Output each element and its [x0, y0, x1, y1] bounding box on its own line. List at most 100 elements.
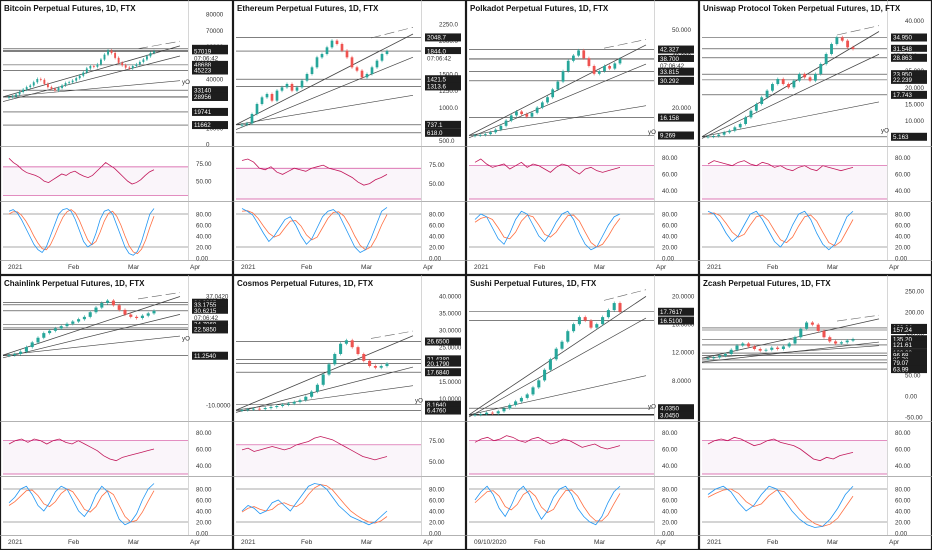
candle-body — [494, 129, 498, 133]
stoch-tick-label: 0.00 — [895, 256, 908, 263]
rsi-tick-label: 40.00 — [196, 463, 212, 470]
candle-body — [793, 337, 797, 344]
price-level-badge — [658, 404, 694, 413]
price-level-badge — [891, 325, 927, 334]
candle-body — [741, 343, 745, 346]
time-tick-label: Mar — [594, 539, 606, 546]
stoch-tick-label: 20.00 — [196, 520, 212, 527]
price-tick-label: 20.000 — [905, 85, 924, 92]
price-level-label: 9.269 — [660, 133, 676, 140]
price-level-label: 1844.0 — [427, 48, 446, 55]
candle-body — [738, 124, 742, 128]
candle-body — [540, 102, 544, 108]
price-tick-label: 20.000 — [672, 105, 691, 112]
time-tick-label: Apr — [190, 264, 201, 271]
projection-line — [603, 39, 647, 49]
candle-body — [845, 340, 849, 343]
time-tick-label: Apr — [423, 539, 434, 546]
trend-line — [235, 335, 414, 411]
y0-marker: yO — [415, 398, 423, 405]
price-level-label: 22.239 — [893, 77, 912, 84]
price-level-label: 1313.6 — [427, 84, 446, 91]
price-level-badge — [891, 70, 927, 79]
candle-body — [53, 328, 57, 331]
projection-line — [370, 27, 414, 39]
panel-border — [232, 0, 467, 276]
chart-title: Zcash Perpetual Futures, 1D, FTX — [703, 279, 831, 288]
trend-line — [468, 317, 647, 418]
candle-body — [65, 323, 69, 327]
candle-body — [327, 364, 331, 375]
stoch-tick-label: 20.00 — [895, 520, 911, 527]
price-level-badge — [425, 82, 461, 91]
stoch-tick-label: 0.00 — [429, 256, 442, 263]
rsi-band — [469, 165, 654, 199]
price-level-badge — [192, 107, 228, 116]
trend-line — [468, 375, 647, 416]
price-tick-label: 25.0000 — [439, 345, 462, 352]
projection-line — [836, 25, 880, 36]
price-level-label: 38.700 — [660, 56, 679, 63]
candle-body — [61, 85, 63, 88]
stoch-k-line — [8, 483, 155, 526]
projection-line — [370, 330, 414, 339]
candle-body — [525, 114, 529, 117]
candle-body — [42, 333, 46, 338]
rsi-tick-label: 80.00 — [662, 155, 678, 162]
candle-body — [830, 44, 833, 54]
candle-body — [824, 54, 828, 64]
price-level-label: 31.548 — [893, 46, 912, 53]
stoch-d-line — [8, 209, 155, 255]
time-tick-label: Feb — [301, 264, 313, 271]
candle-body — [7, 355, 11, 356]
stoch-d-line — [474, 489, 621, 522]
price-level-label: 07:06:42 — [660, 63, 685, 70]
price-tick-label: 15.000 — [905, 102, 924, 109]
candle-body — [32, 82, 35, 86]
candle-body — [88, 312, 92, 317]
stoch-k-line — [241, 207, 388, 253]
price-level-badge — [192, 325, 228, 334]
candle-body — [504, 120, 508, 126]
stoch-tick-label: 60.00 — [429, 498, 445, 505]
time-tick-label: Feb — [767, 264, 779, 271]
price-tick-label: 1000.0 — [439, 105, 458, 112]
price-level-badge — [891, 335, 927, 344]
time-tick-label: Mar — [827, 539, 839, 546]
price-level-badge — [425, 400, 461, 409]
stoch-tick-label: 40.00 — [429, 509, 445, 516]
candle-body — [613, 63, 617, 69]
candle-body — [525, 394, 529, 398]
time-tick-label: 2021 — [241, 539, 256, 546]
trend-line — [2, 80, 181, 98]
candle-body — [813, 74, 817, 81]
candle-body — [595, 324, 599, 328]
stoch-k-line — [707, 210, 854, 251]
candle-body — [360, 70, 364, 78]
price-tick-label: 40000 — [206, 77, 224, 84]
price-level-label: 28956 — [194, 94, 212, 101]
rsi-tick-label: 40.00 — [895, 463, 911, 470]
candle-body — [839, 342, 843, 344]
price-level-label: 30.6215 — [194, 308, 217, 315]
projection-line — [836, 314, 880, 322]
projection-line — [137, 292, 181, 300]
candle-body — [30, 342, 34, 348]
candle-body — [89, 66, 92, 69]
rsi-tick-label: 75.00 — [429, 162, 445, 169]
candle-body — [618, 303, 622, 312]
price-tick-label: 50.00 — [905, 372, 921, 379]
time-tick-label: Mar — [361, 264, 373, 271]
candle-body — [286, 403, 290, 405]
price-level-badge — [658, 76, 694, 85]
stoch-tick-label: 80.00 — [429, 212, 445, 219]
candle-body — [728, 130, 731, 133]
rsi-tick-label: 80.00 — [895, 430, 911, 437]
price-level-badge — [891, 90, 927, 99]
price-level-badge — [425, 120, 461, 129]
time-tick-label: Mar — [361, 539, 373, 546]
candle-body — [828, 337, 832, 342]
candle-body — [240, 410, 244, 411]
chart-panel-2: Polkadot Perpetual Futures, 1D, FTX 50.00… — [465, 0, 700, 276]
